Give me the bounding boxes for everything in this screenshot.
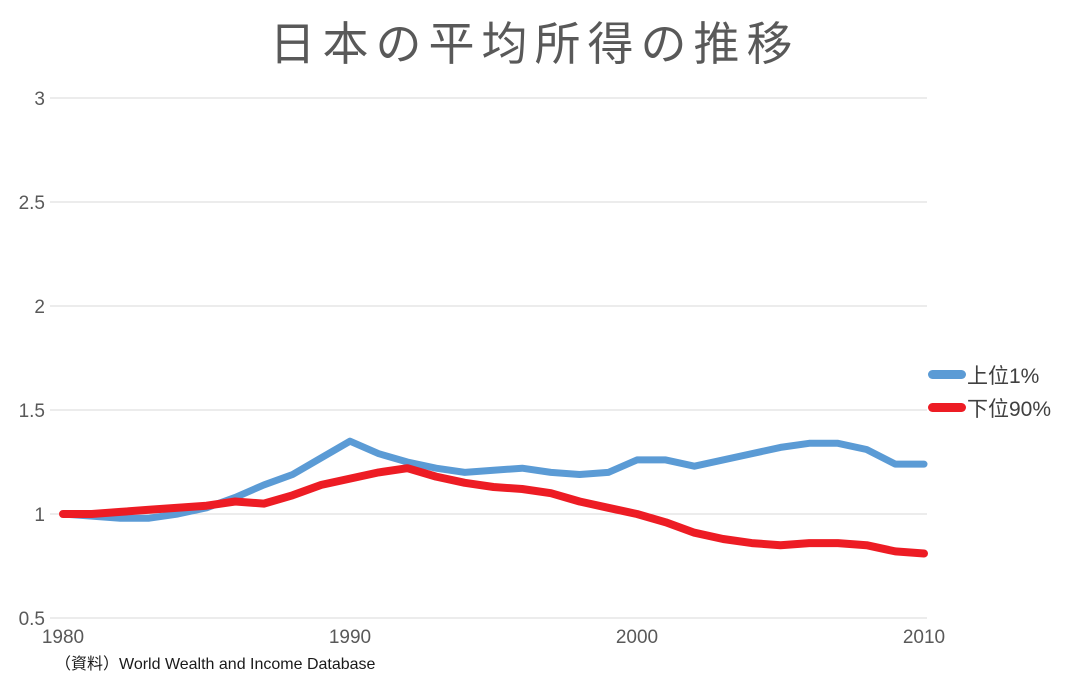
- legend-item-bottom90pct: 下位90%: [928, 395, 1052, 421]
- legend-swatch-top1pct-icon: [928, 370, 966, 379]
- y-tick-label: 1.5: [19, 401, 45, 422]
- x-tick-label: 2010: [903, 627, 945, 648]
- chart-title: 日本の平均所得の推移: [269, 18, 800, 70]
- x-tick-label: 1980: [42, 627, 84, 648]
- y-tick-label: 0.5: [19, 609, 45, 630]
- x-tick-label: 1990: [329, 627, 371, 648]
- series-line-bottom90pct: [59, 464, 928, 558]
- y-tick-label: 1: [34, 505, 45, 526]
- x-tick-label: 2000: [616, 627, 658, 648]
- y-tick-label: 3: [34, 89, 45, 110]
- legend-swatch-bottom90pct-icon: [928, 403, 966, 412]
- y-tick-label: 2: [34, 297, 45, 318]
- legend-label-top1pct: 上位1%: [967, 364, 1040, 388]
- source-note: （資料）World Wealth and Income Database: [55, 656, 376, 673]
- legend-label-bottom90pct: 下位90%: [967, 397, 1052, 421]
- legend: 上位1% 下位90%: [928, 362, 1052, 421]
- y-tick-label: 2.5: [19, 193, 45, 214]
- legend-item-top1pct: 上位1%: [928, 362, 1051, 388]
